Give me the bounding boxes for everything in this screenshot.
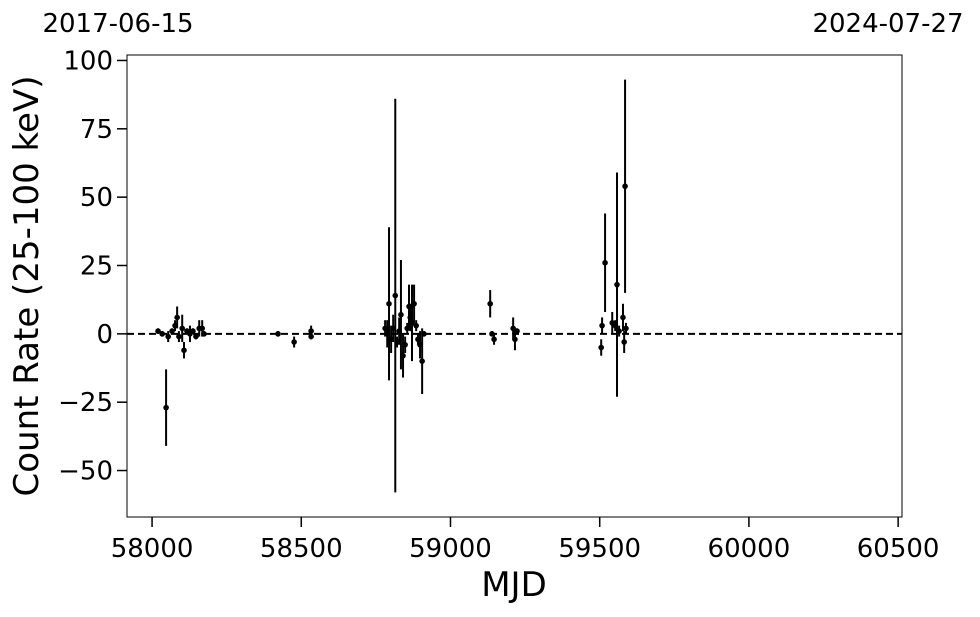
data-point (620, 314, 626, 321)
data-point (169, 328, 175, 334)
y-tick-label: −50 (58, 457, 113, 487)
y-tick-label: 50 (80, 183, 113, 213)
data-point (392, 292, 399, 299)
data-point (155, 328, 161, 334)
data-point (275, 331, 281, 337)
data-point (174, 314, 180, 321)
data-point (599, 322, 605, 329)
data-point (413, 322, 419, 329)
data-point (199, 325, 206, 332)
data-point (421, 331, 427, 337)
x-tick-label: 59000 (409, 534, 492, 564)
top-right-label: 2024-07-27 (812, 9, 963, 39)
data-point (602, 259, 608, 266)
data-point (622, 183, 628, 190)
y-tick-label: 75 (80, 115, 113, 145)
y-tick-label: −25 (58, 388, 113, 418)
data-point (614, 281, 620, 288)
x-tick-label: 59500 (558, 534, 641, 564)
data-point (598, 344, 604, 351)
data-point (308, 328, 314, 334)
data-point (512, 336, 518, 343)
data-point (623, 325, 629, 332)
data-point (411, 300, 417, 307)
data-point (179, 325, 186, 332)
data-point (491, 336, 497, 343)
data-point (163, 404, 169, 411)
y-axis-label: Count Rate (25-100 keV) (7, 76, 47, 497)
x-tick-label: 58500 (260, 534, 343, 564)
top-left-label: 2017-06-15 (42, 9, 193, 39)
data-point (386, 300, 392, 307)
data-point (308, 333, 314, 340)
y-tick-label: 25 (80, 251, 113, 281)
data-point (190, 328, 196, 334)
data-point (165, 333, 171, 340)
data-point (487, 300, 493, 307)
data-point (514, 328, 520, 334)
data-point (291, 339, 297, 345)
x-tick-label: 60500 (857, 534, 940, 564)
x-tick-label: 60000 (708, 534, 791, 564)
data-point (621, 339, 627, 345)
data-point (400, 352, 406, 359)
data-point (176, 333, 182, 340)
data-point (159, 331, 166, 337)
data-point (616, 328, 622, 334)
data-point (193, 333, 199, 340)
data-point (419, 358, 425, 364)
data-point (398, 311, 404, 318)
data-point (402, 341, 408, 348)
data-point (201, 331, 207, 337)
x-axis-label: MJD (481, 565, 547, 605)
y-tick-label: 0 (96, 320, 113, 350)
y-tick-label: 100 (63, 46, 113, 76)
plot-frame (126, 54, 903, 518)
data-point (181, 347, 187, 354)
x-tick-label: 58000 (111, 534, 194, 564)
